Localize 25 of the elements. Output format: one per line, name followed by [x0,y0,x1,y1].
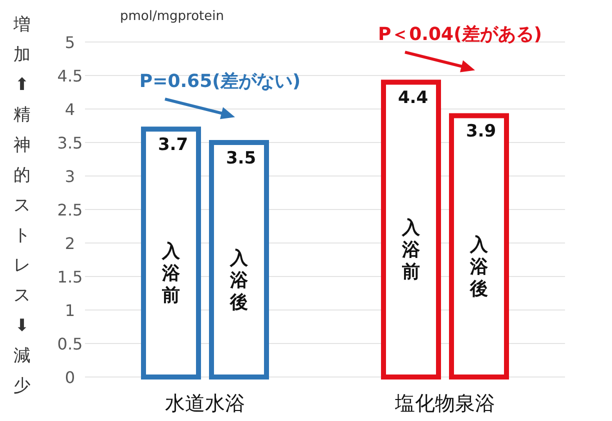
x-tick-label: 水道水浴 [165,391,245,415]
data-label: 3.5 [226,148,256,168]
series-label: 入浴前 [161,241,181,306]
y-tick-label: 1 [64,301,76,320]
y-tick-label: 1.5 [57,268,83,286]
data-label: 3.9 [466,122,496,142]
y-tick-label: 0 [64,368,76,387]
x-tick-label: 塩化物泉浴 [394,391,495,415]
data-label: 4.4 [398,88,428,108]
y-tick-label: 5 [64,33,76,52]
annotation: P＜0.04(差がある) [378,24,542,46]
text: 入浴後 [470,234,488,300]
y-tick-label: 2 [64,234,76,253]
text: pmol/mgprotein [120,9,224,24]
text: 入浴前 [402,218,420,283]
data-label: 3.7 [158,135,188,156]
y-tick-label: 3 [64,167,76,186]
y-tick-label: 4.5 [57,66,83,86]
annotation: P=0.65(差がない) [139,71,301,92]
y-tick-label: 4 [64,100,76,119]
text: 増加⬆精神的ストレス⬇減少 [14,15,30,396]
series-label: 入浴後 [229,248,249,313]
y-tick-label: 2.5 [57,200,83,220]
y-tick-label: 0.5 [57,334,83,354]
y-tick-label: 3.5 [57,134,83,152]
